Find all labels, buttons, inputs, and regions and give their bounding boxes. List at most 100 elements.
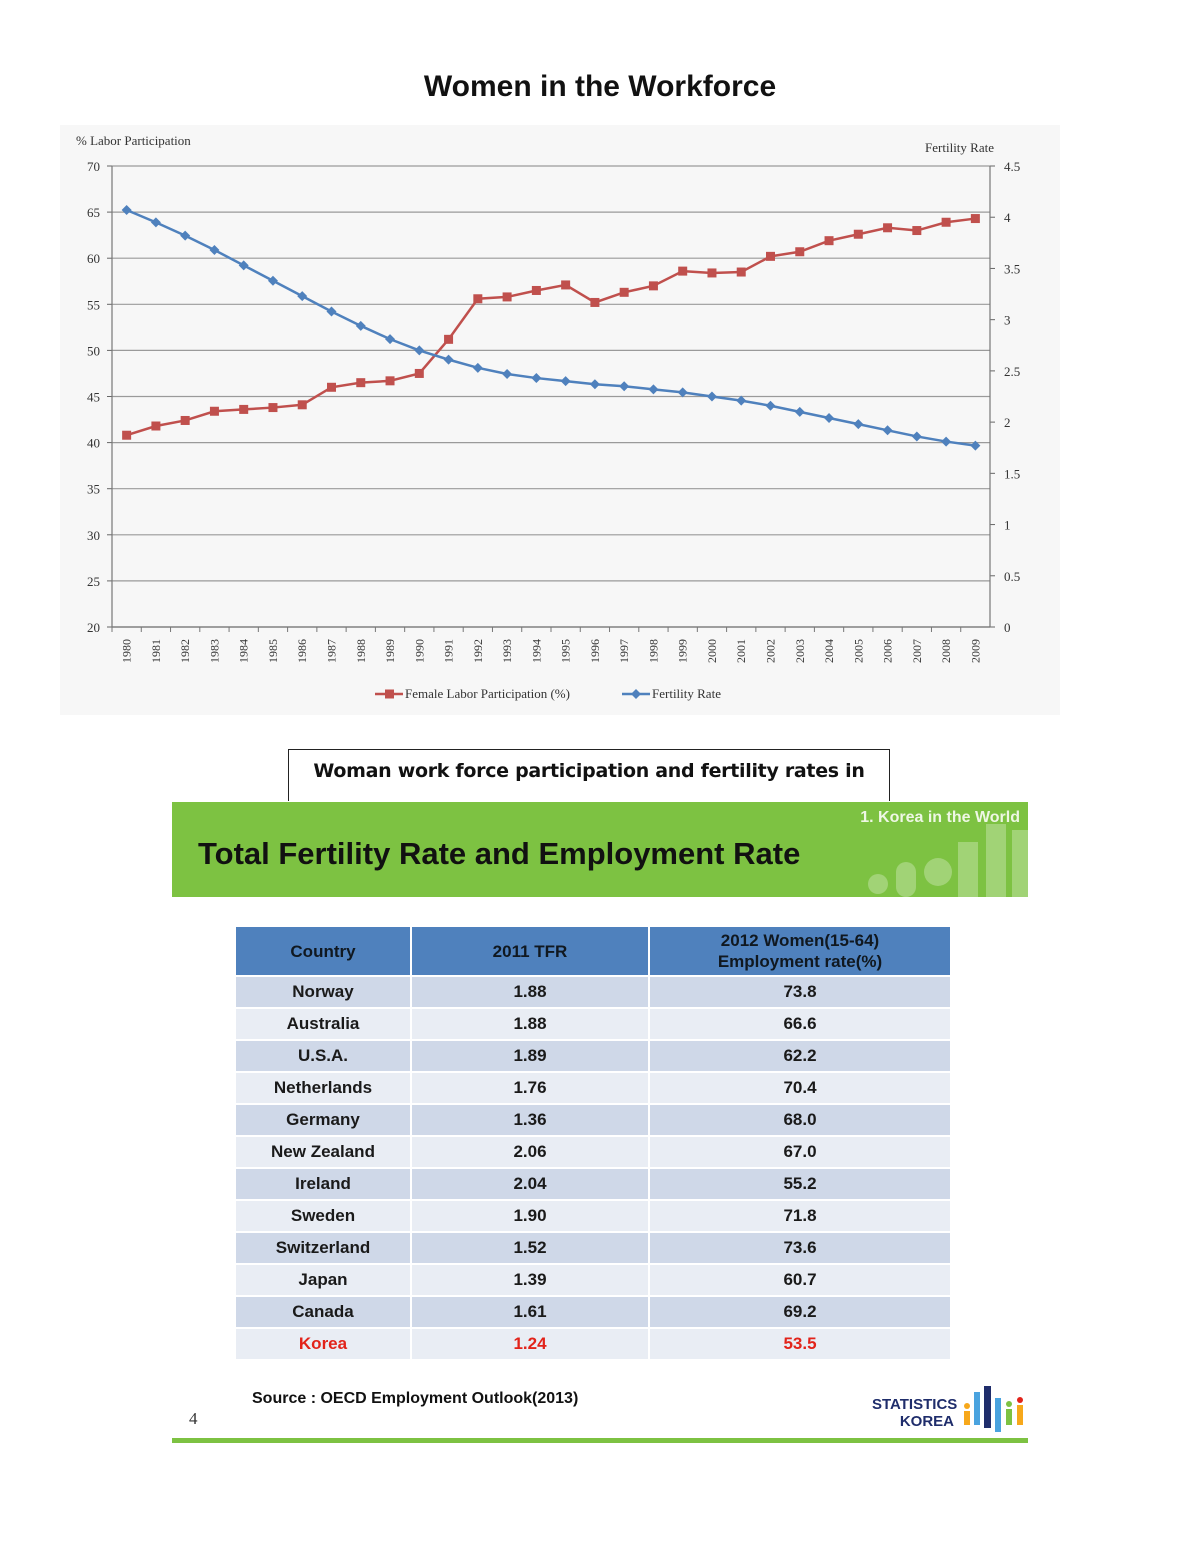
left-tick-label: 20 <box>87 620 100 635</box>
fertility-rate-point <box>911 431 922 442</box>
left-axis-label: % Labor Participation <box>76 133 191 148</box>
cell-country: U.S.A. <box>236 1039 412 1072</box>
cell-country: Japan <box>236 1263 412 1296</box>
x-tick-label: 2003 <box>793 639 807 663</box>
labor-participation-point <box>502 292 512 302</box>
cell-tfr: 2.06 <box>411 1135 650 1168</box>
right-tick-label: 4.5 <box>1004 159 1020 174</box>
right-tick-label: 1 <box>1004 518 1011 533</box>
right-tick-label: 2 <box>1004 415 1011 430</box>
left-tick-label: 30 <box>87 528 100 543</box>
left-tick-label: 45 <box>87 390 100 405</box>
cell-country: Norway <box>236 975 412 1008</box>
table-row: Korea 1.24 53.5 <box>236 1327 950 1359</box>
cell-employment: 70.4 <box>649 1071 950 1104</box>
cell-tfr: 1.61 <box>411 1295 650 1328</box>
cell-employment: 68.0 <box>649 1103 950 1136</box>
banner-title: Total Fertility Rate and Employment Rate <box>198 836 801 871</box>
x-tick-label: 1988 <box>354 639 368 663</box>
labor-participation-point <box>122 430 132 440</box>
line-chart: % Labor Participation Fertility Rate 202… <box>60 125 1060 715</box>
cell-tfr: 1.89 <box>411 1039 650 1072</box>
table-row: New Zealand 2.06 67.0 <box>236 1135 950 1168</box>
x-tick-label: 1994 <box>529 639 543 663</box>
labor-participation-point <box>824 236 834 246</box>
fertility-rate-point <box>443 354 454 365</box>
x-tick-label: 2009 <box>968 639 982 663</box>
cell-employment: 53.5 <box>649 1327 950 1359</box>
labor-participation-point <box>327 382 336 392</box>
cell-country: Australia <box>236 1007 412 1040</box>
cell-employment: 62.2 <box>649 1039 950 1072</box>
header-employment-line1: 2012 Women(15-64) <box>720 931 880 950</box>
fertility-employment-table: Country 2011 TFR 2012 Women(15-64) Employ… <box>236 927 950 1359</box>
left-tick-label: 40 <box>87 436 100 451</box>
fertility-rate-point <box>619 381 630 392</box>
fertility-rate-point <box>765 400 776 411</box>
footer-rule <box>172 1438 1028 1443</box>
left-tick-label: 50 <box>87 343 100 358</box>
fertility-rate-point <box>502 368 513 379</box>
cell-tfr: 1.88 <box>411 975 650 1008</box>
x-tick-label: 1998 <box>646 639 660 663</box>
section-banner: 1. Korea in the World Total Fertility Ra… <box>172 802 1028 897</box>
x-tick-label: 1992 <box>471 639 485 663</box>
left-tick-label: 55 <box>87 297 100 312</box>
left-tick-label: 25 <box>87 574 100 589</box>
fertility-rate-point <box>267 275 278 286</box>
fertility-rate-point <box>180 230 191 241</box>
fertility-rate-point <box>355 320 366 331</box>
cell-employment: 66.6 <box>649 1007 950 1040</box>
cell-country: Germany <box>236 1103 412 1136</box>
x-tick-label: 2006 <box>881 639 895 663</box>
table-row: Germany 1.36 68.0 <box>236 1103 950 1136</box>
fertility-rate-point <box>853 419 864 430</box>
table-row: Sweden 1.90 71.8 <box>236 1199 950 1232</box>
labor-participation-point <box>795 247 805 257</box>
labor-participation-point <box>473 294 483 304</box>
fertility-rate-point <box>560 376 571 387</box>
fertility-rate-point <box>385 334 396 345</box>
table-row: Switzerland 1.52 73.6 <box>236 1231 950 1264</box>
x-tick-label: 1995 <box>559 639 573 663</box>
page-number: 4 <box>189 1409 198 1428</box>
x-tick-label: 1987 <box>325 639 339 663</box>
labor-participation-point <box>970 214 980 224</box>
cell-tfr: 1.90 <box>411 1199 650 1232</box>
x-tick-label: 1993 <box>500 639 514 663</box>
x-tick-label: 2007 <box>910 639 924 663</box>
labor-participation-point <box>531 285 541 295</box>
table-row: Netherlands 1.76 70.4 <box>236 1071 950 1104</box>
cell-employment: 69.2 <box>649 1295 950 1328</box>
header-tfr: 2011 TFR <box>411 927 650 976</box>
labor-participation-point <box>853 229 863 239</box>
header-country: Country <box>236 927 412 976</box>
legend-marker-diamond <box>631 689 641 699</box>
header-employment: 2012 Women(15-64) Employment rate(%) <box>649 927 950 976</box>
labor-participation-point <box>941 217 951 227</box>
right-tick-label: 0 <box>1004 620 1011 635</box>
x-tick-label: 1982 <box>178 639 192 663</box>
fertility-rate-point <box>824 413 835 424</box>
fertility-rate-point <box>414 345 425 356</box>
x-tick-label: 1983 <box>207 639 221 663</box>
cell-tfr: 1.76 <box>411 1071 650 1104</box>
legend-label: Female Labor Participation (%) <box>405 686 570 701</box>
x-tick-label: 1990 <box>412 639 426 663</box>
table-row: Ireland 2.04 55.2 <box>236 1167 950 1200</box>
cell-country: Korea <box>236 1327 412 1359</box>
fertility-rate-point <box>150 217 161 228</box>
fertility-rate-point <box>472 362 483 373</box>
labor-participation-point <box>736 267 746 277</box>
labor-participation-point <box>883 223 893 233</box>
fertility-rate-point <box>970 440 981 451</box>
fertility-rate-point <box>677 387 688 398</box>
cell-employment: 73.8 <box>649 975 950 1008</box>
labor-participation-point <box>385 376 395 386</box>
statistics-korea-logo: STATISTICS KOREA <box>872 1384 1028 1436</box>
x-tick-label: 1984 <box>237 639 251 663</box>
table-row: Australia 1.88 66.6 <box>236 1007 950 1040</box>
x-tick-label: 1996 <box>588 639 602 663</box>
series-line-labor-participation <box>126 217 976 437</box>
logo-line1: STATISTICS <box>872 1396 958 1413</box>
